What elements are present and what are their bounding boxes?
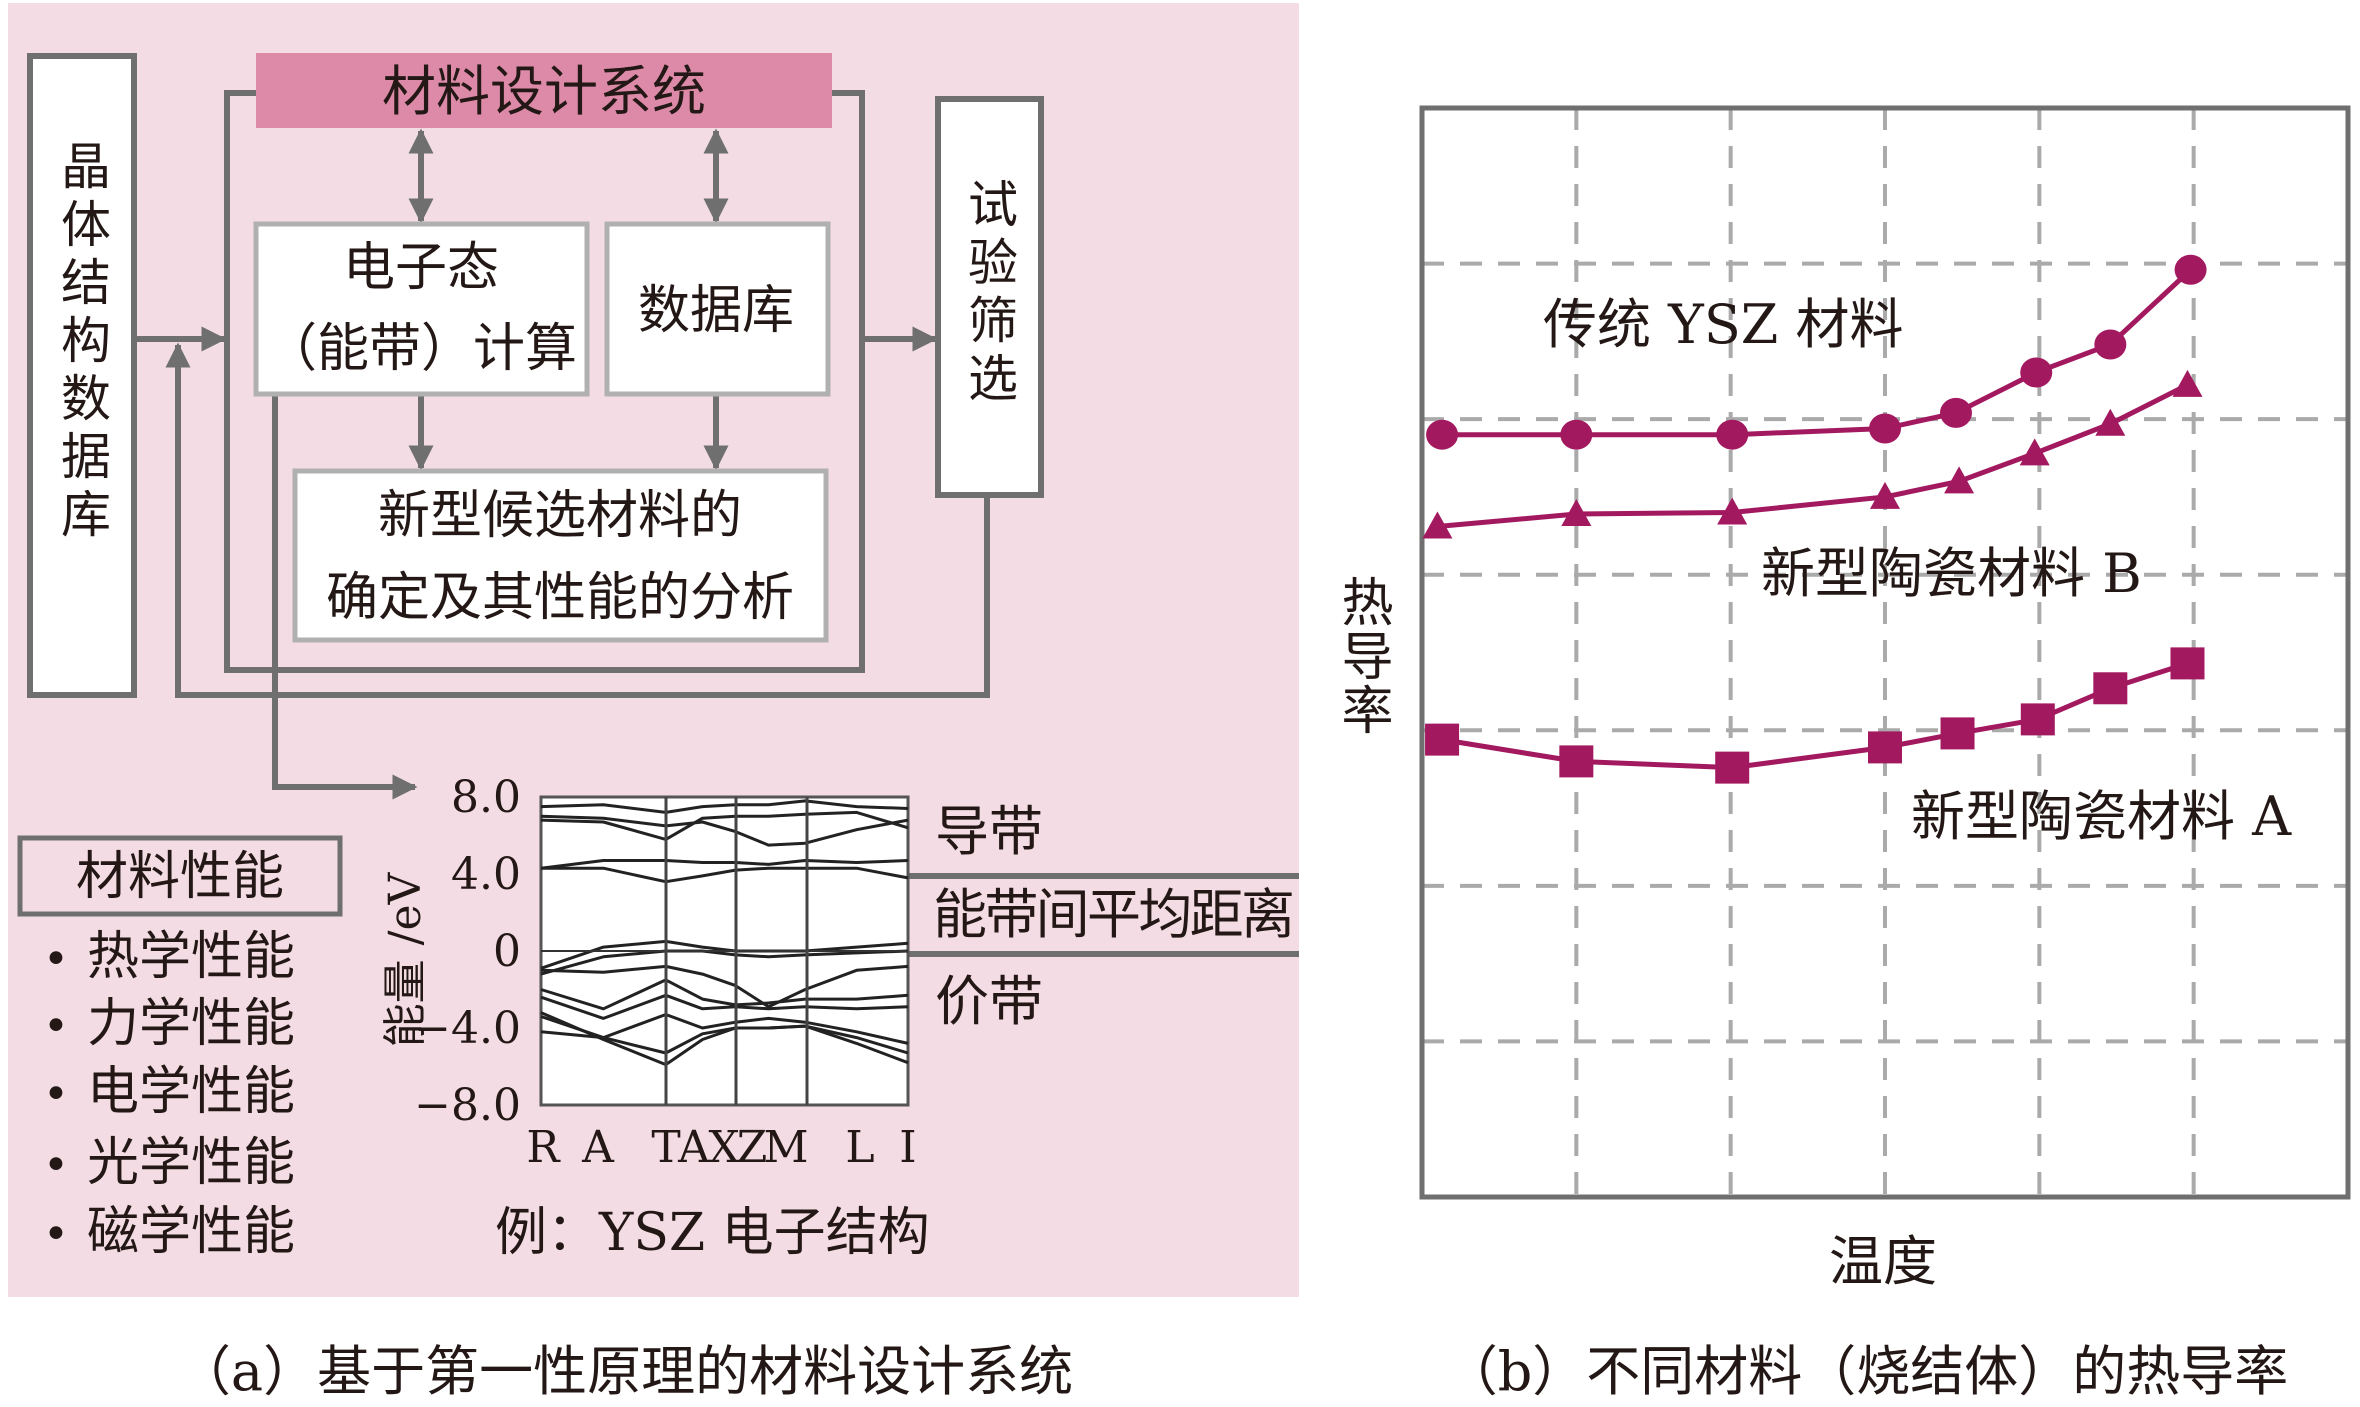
electronic-line1: 电子态 <box>343 238 499 298</box>
data-point-circle <box>2020 357 2053 388</box>
data-point-square <box>1868 731 1902 764</box>
k-label: A <box>677 1122 711 1173</box>
system-title-box <box>256 53 832 128</box>
data-point-triangle <box>2172 369 2203 397</box>
crystal-db-label: 晶体结构数据库 <box>53 140 111 546</box>
chart-frame <box>1419 105 2351 1200</box>
candidate-box <box>292 468 829 643</box>
example-caption: 例：YSZ 电子结构 <box>495 1203 930 1263</box>
data-point-square <box>2020 703 2055 736</box>
band-y-ticks: 8.0 4.0 0 −4.0 −8.0 <box>414 772 521 1131</box>
electronic-box <box>253 221 590 397</box>
data-point-square <box>1940 717 1975 750</box>
series-line <box>1437 382 2189 529</box>
caption-b: （b）不同材料（烧结体）的热导率 <box>1444 1340 2289 1403</box>
system-frame <box>224 90 865 673</box>
data-point-circle <box>2174 254 2207 285</box>
k-labels: R A Τ A X Z M L I <box>526 1122 916 1173</box>
y-tick: 4.0 <box>451 849 521 900</box>
chart-grid <box>1422 108 2348 1197</box>
data-point-circle <box>2094 329 2127 360</box>
bullet: • <box>43 1209 69 1260</box>
data-point-square <box>1715 751 1750 784</box>
band-y-label: 能量 /eV <box>380 871 431 1047</box>
series-label-ysz: 传统 YSZ 材料 <box>1543 293 1904 356</box>
bullet: • <box>43 1140 69 1191</box>
screening-box <box>935 96 1044 498</box>
properties-title: 材料性能 <box>76 847 284 907</box>
bullet: • <box>43 934 69 985</box>
y-tick: 8.0 <box>451 772 521 823</box>
series-square <box>1425 647 2205 784</box>
bullet: • <box>43 1069 69 1120</box>
data-point-square <box>2093 672 2128 705</box>
series-triangle <box>1422 369 2203 539</box>
k-label: L <box>845 1122 874 1173</box>
data-point-circle <box>1560 419 1593 450</box>
series-circle <box>1426 254 2207 450</box>
caption-a: （a）基于第一性原理的材料设计系统 <box>177 1340 1073 1403</box>
data-point-circle <box>1426 419 1459 450</box>
k-label: R <box>526 1122 561 1173</box>
properties-title-box <box>17 835 343 917</box>
crystal-db-box <box>27 53 137 698</box>
x-axis-label: 温度 <box>1829 1230 1937 1293</box>
candidate-line1: 新型候选材料的 <box>378 486 742 546</box>
data-point-triangle <box>1944 466 1975 494</box>
electronic-line2: （能带）计算 <box>265 319 577 379</box>
property-item: 磁学性能 <box>87 1202 295 1262</box>
valence-band-label: 价带 <box>935 970 1043 1033</box>
k-label: M <box>763 1122 808 1173</box>
data-point-triangle <box>1422 511 1453 539</box>
y-tick: −4.0 <box>414 1003 521 1054</box>
gap-label: 能带间平均距离 <box>933 883 1295 946</box>
database-label: 数据库 <box>638 281 794 341</box>
screening-label: 试验筛选 <box>960 178 1018 410</box>
k-label: Z <box>737 1122 768 1173</box>
data-point-circle <box>1716 419 1749 450</box>
k-point-dividers <box>664 797 809 1105</box>
data-point-triangle <box>1717 497 1748 525</box>
data-point-circle <box>1939 397 1972 428</box>
y-tick: 0 <box>493 926 521 977</box>
data-point-triangle <box>2019 438 2050 466</box>
conduction-band-label: 导带 <box>935 800 1043 863</box>
chart-series <box>1422 254 2207 784</box>
data-point-square <box>2170 647 2205 680</box>
y-axis-label: 热导率 <box>1332 575 1392 737</box>
y-tick: −8.0 <box>414 1080 521 1131</box>
series-label-b: 新型陶瓷材料 B <box>1761 542 2142 605</box>
k-label: A <box>581 1122 615 1173</box>
data-point-triangle <box>1870 481 1900 509</box>
property-item: 电学性能 <box>87 1062 295 1122</box>
properties-list: • 热学性能 • 力学性能 • 电学性能 • 光学性能 • 磁学性能 <box>43 927 295 1262</box>
connectors <box>134 90 1299 957</box>
system-title: 材料设计系统 <box>382 60 706 123</box>
data-point-triangle <box>2095 408 2126 436</box>
arrow-electronic-to-bandplot <box>272 394 418 800</box>
k-label: I <box>899 1122 916 1173</box>
data-point-square <box>1559 745 1594 778</box>
candidate-line2: 确定及其性能的分析 <box>326 568 794 628</box>
bullet: • <box>43 1001 69 1052</box>
property-item: 光学性能 <box>87 1133 295 1193</box>
k-label: Τ <box>651 1122 680 1173</box>
property-item: 力学性能 <box>87 994 295 1054</box>
data-point-square <box>1425 723 1460 756</box>
data-point-triangle <box>1561 499 1592 527</box>
series-label-a: 新型陶瓷材料 A <box>1911 785 2292 848</box>
property-item: 热学性能 <box>87 927 295 987</box>
series-line <box>1441 661 2189 771</box>
feedback-arrow <box>165 342 990 698</box>
database-box <box>604 221 831 397</box>
k-label: X <box>708 1122 740 1173</box>
data-point-circle <box>1869 413 1901 444</box>
